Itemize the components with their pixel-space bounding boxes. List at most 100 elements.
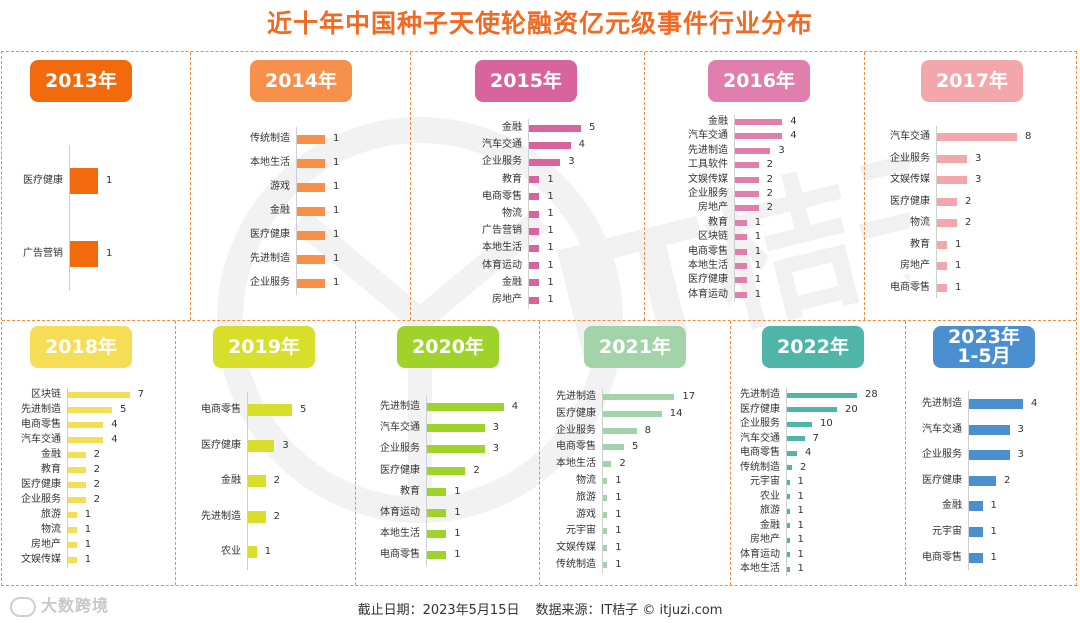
bar (529, 279, 540, 287)
bar (603, 511, 608, 518)
value-label: 1 (333, 133, 340, 144)
year-badge: 2014年 (250, 60, 352, 102)
category-label: 企业服务 (482, 156, 522, 168)
bar (427, 445, 485, 454)
bar (427, 466, 466, 475)
category-label: 物流 (502, 208, 522, 219)
category-label: 农业 (221, 546, 241, 557)
category-label: 房地产 (31, 539, 61, 550)
value-label: 2 (766, 173, 773, 185)
bar (297, 230, 325, 240)
bar (68, 452, 86, 458)
value-label: 1 (547, 276, 554, 288)
chart-axis (247, 392, 248, 570)
category-label: 先进制造 (556, 391, 596, 402)
value-label: 1 (264, 546, 272, 557)
value-label: 2 (273, 475, 280, 486)
category-label: 医疗健康 (250, 229, 290, 240)
category-label: 电商零售 (688, 245, 728, 257)
category-label: 本地生活 (482, 242, 522, 254)
bar (969, 501, 983, 512)
value-label: 1 (990, 551, 997, 563)
value-label: 2 (766, 188, 773, 199)
category-label: 广告营销 (482, 225, 522, 237)
value-label: 2 (766, 202, 773, 214)
bar (969, 475, 996, 486)
bar (969, 399, 1023, 409)
bar (603, 494, 608, 501)
category-label: 电商零售 (380, 549, 420, 561)
panel-divider (644, 52, 645, 320)
category-label: 金融 (502, 122, 522, 133)
bar (529, 296, 540, 304)
footer: 截止日期：2023年5月15日 数据来源：IT桔子 © itjuzi.com (0, 599, 1080, 618)
category-label: 农业 (760, 490, 780, 502)
bar (68, 512, 77, 518)
chart-axis (67, 387, 68, 568)
bar (68, 497, 86, 503)
year-badge: 2022年 (762, 326, 864, 368)
value-label: 1 (547, 242, 554, 254)
value-label: 1 (333, 277, 340, 288)
bar (937, 176, 967, 184)
category-label: 区块链 (698, 231, 728, 243)
category-label: 体育运动 (482, 259, 522, 271)
category-label: 医疗健康 (740, 403, 780, 415)
bar (735, 248, 747, 255)
category-label: 元宇宙 (932, 526, 962, 537)
category-label: 教育 (41, 464, 61, 475)
bar (937, 240, 947, 249)
bar (529, 124, 581, 132)
bar (787, 407, 837, 412)
value-label: 4 (790, 130, 797, 142)
category-label: 医疗健康 (380, 464, 420, 476)
value-label: 1 (797, 548, 804, 560)
category-label: 房地产 (900, 260, 930, 271)
bar (297, 134, 325, 144)
category-label: 文娱传媒 (556, 542, 596, 554)
value-label: 4 (511, 401, 519, 412)
category-label: 本地生活 (688, 260, 728, 271)
bar (529, 193, 540, 201)
value-label: 5 (300, 404, 307, 415)
value-label: 2 (273, 510, 280, 522)
panel-divider (864, 52, 865, 320)
bar (969, 527, 983, 537)
category-label: 先进制造 (250, 253, 290, 264)
value-label: 1 (754, 260, 762, 271)
category-label: 电商零售 (740, 447, 780, 458)
bar (529, 210, 540, 218)
bar (735, 176, 759, 183)
chart-axis (786, 387, 787, 577)
category-label: 文娱传媒 (688, 173, 728, 185)
value-label: 1 (106, 248, 113, 259)
value-label: 1 (615, 491, 622, 503)
category-label: 物流 (910, 217, 930, 228)
category-label: 先进制造 (21, 404, 61, 415)
value-label: 1 (547, 208, 554, 219)
year-badge: 2018年 (30, 326, 132, 368)
category-label: 旅游 (576, 491, 596, 503)
category-label: 房地产 (698, 202, 728, 214)
year-badge: 2021年 (584, 326, 686, 368)
bar (529, 176, 540, 184)
bar (787, 508, 790, 514)
year-badge: 2019年 (213, 326, 315, 368)
panel-divider (905, 321, 906, 585)
bar (248, 510, 266, 523)
bar (297, 182, 325, 192)
panel-divider (539, 321, 540, 585)
category-label: 电商零售 (201, 404, 241, 415)
category-label: 先进制造 (740, 389, 780, 400)
category-label: 本地生活 (250, 157, 290, 168)
bar (937, 133, 1017, 141)
value-label: 1 (84, 509, 92, 520)
category-label: 企业服务 (688, 188, 728, 199)
category-label: 金融 (221, 475, 241, 486)
bar (297, 206, 325, 216)
bar (529, 227, 540, 235)
value-label: 4 (1031, 398, 1038, 409)
panel-divider (175, 321, 176, 585)
bar (969, 424, 1010, 435)
bar (427, 551, 447, 560)
